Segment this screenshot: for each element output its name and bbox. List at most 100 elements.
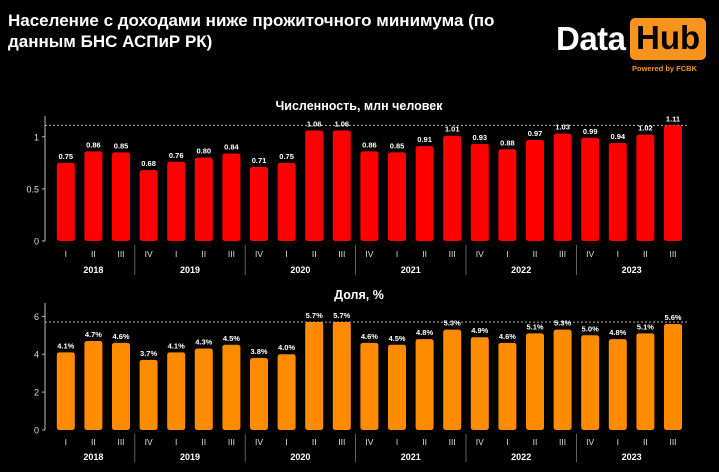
panel1-quarter-label: II [422, 249, 427, 259]
panel1-bar-value-label: 0.85 [114, 141, 129, 150]
panel2-y-tick-label: 2 [34, 388, 39, 398]
panel1-bar [388, 152, 406, 241]
panel1-bar [84, 151, 103, 241]
panel1-bar [332, 130, 351, 241]
panel1-bar [167, 161, 186, 241]
panel1-bar [608, 143, 627, 241]
panel2-bar-value-label: 4.1% [57, 341, 74, 350]
panel1-bar-value-label: 0.75 [279, 152, 294, 161]
panel2-bar-value-label: 4.8% [416, 328, 433, 337]
panel2-y-tick-label: 4 [34, 350, 39, 360]
panel2-bar-value-label: 4.6% [499, 332, 516, 341]
panel2-bar [636, 333, 655, 430]
panel2-bar [415, 339, 434, 430]
panel2-bar-value-label: 4.0% [278, 343, 295, 352]
panel2-quarter-label: II [91, 437, 96, 447]
panel1-quarter-label: IV [365, 249, 373, 259]
panel2-bar-value-label: 3.8% [250, 347, 267, 356]
panel2-bar-value-label: 4.5% [223, 334, 240, 343]
panel2-quarter-label: II [422, 437, 427, 447]
panel2-quarter-label: III [117, 437, 124, 447]
panel2-bar [222, 344, 241, 430]
panel1-quarter-label: III [338, 249, 345, 259]
panel1-quarter-label: III [228, 249, 235, 259]
panel1-bar [222, 153, 241, 241]
panel2-quarter-label: III [228, 437, 235, 447]
logo-tagline: Powered by FCBK [632, 64, 698, 73]
panel2-bar-value-label: 3.7% [140, 349, 157, 358]
panel1-year-label-2020: 2020 [290, 265, 310, 275]
panel1-bar-value-label: 0.80 [196, 147, 211, 156]
panel2-quarter-label: IV [586, 437, 594, 447]
panel1-quarter-label: III [449, 249, 456, 259]
panel1-bar-value-label: 0.85 [390, 141, 405, 150]
panel1-bar-value-label: 0.68 [141, 159, 156, 168]
panel2-bar [112, 342, 130, 430]
panel1-bar [194, 157, 213, 241]
panel1-year-label-2023: 2023 [622, 265, 642, 275]
panel2-bar-value-label: 5.1% [526, 322, 543, 331]
panel2-quarter-label: I [285, 437, 287, 447]
panel2-year-label-2019: 2019 [180, 452, 200, 462]
panel2-quarter-label: IV [476, 437, 484, 447]
panel2-bar-value-label: 4.6% [361, 332, 378, 341]
panel2-title: Доля, % [334, 288, 384, 302]
panel1-quarter-label: IV [145, 249, 153, 259]
panel2-bar-value-label: 4.1% [168, 341, 185, 350]
panel2-quarter-label: I [617, 437, 619, 447]
panel1-bar-value-label: 1.11 [666, 114, 680, 123]
panel2-bar [360, 342, 379, 430]
panel2-year-label-2018: 2018 [83, 452, 103, 462]
panel1-year-label-2019: 2019 [180, 265, 200, 275]
panel1-quarter-label: II [201, 249, 206, 259]
panel1-bar-value-label: 0.76 [169, 151, 184, 160]
panel2-bar-value-label: 5.6% [664, 313, 681, 322]
panel2-bar [56, 352, 75, 430]
panel2-year-label-2020: 2020 [290, 452, 310, 462]
panel2-quarter-label: II [643, 437, 648, 447]
panel1-quarter-label: I [617, 249, 619, 259]
panel2-bar [498, 342, 517, 430]
panel2-quarter-label: I [506, 437, 508, 447]
panel2-year-label-2021: 2021 [401, 452, 421, 462]
panel2-quarter-label: IV [365, 437, 373, 447]
panel2-quarter-label: IV [255, 437, 263, 447]
panel2-bar-value-label: 5.1% [637, 322, 654, 331]
panel1-title: Численность, млн человек [276, 99, 444, 113]
panel1-bar-value-label: 1.01 [445, 125, 460, 134]
panel2-bar-value-label: 4.9% [471, 326, 488, 335]
panel1-bar [553, 133, 572, 241]
panel2-bar-value-label: 5.3% [554, 319, 571, 328]
panel2-bar [388, 344, 406, 430]
panel1-bar-value-label: 1.03 [555, 123, 570, 132]
panel1-bar-value-label: 0.84 [224, 142, 239, 151]
panel2-bar-value-label: 4.8% [609, 328, 626, 337]
panel2-bar [277, 354, 296, 430]
panel1-quarter-label: III [669, 249, 676, 259]
logo-word-hub: Hub [630, 18, 707, 60]
panel2-bar [305, 322, 324, 430]
panel1-bar [250, 166, 268, 241]
panel1-y-tick-label: 0 [34, 237, 39, 247]
panel2-quarter-label: II [533, 437, 538, 447]
panel1-bar-value-label: 1.02 [638, 124, 653, 133]
panel1-quarter-label: I [65, 249, 67, 259]
panel2-bar [194, 348, 213, 430]
panel1-bar-value-label: 0.88 [500, 138, 515, 147]
panel1-y-tick-label: 1 [34, 132, 39, 142]
chart-title: Население с доходами ниже прожиточного м… [8, 11, 495, 51]
panel2-bar [526, 333, 544, 430]
panel1-bar-value-label: 0.91 [417, 135, 432, 144]
panel1-quarter-label: IV [255, 249, 263, 259]
panel1-bar-value-label: 0.93 [472, 133, 487, 142]
panel1-quarter-label: III [117, 249, 124, 259]
panel2-bar-value-label: 4.7% [85, 330, 102, 339]
panel2-quarter-label: III [449, 437, 456, 447]
panel1-bar-value-label: 0.86 [86, 140, 101, 149]
panel2-quarter-label: III [559, 437, 566, 447]
panel1-bar [470, 144, 489, 241]
panel1-bar [443, 135, 462, 241]
panel2-y-tick-label: 0 [34, 426, 39, 436]
panel1-year-label-2022: 2022 [511, 265, 531, 275]
